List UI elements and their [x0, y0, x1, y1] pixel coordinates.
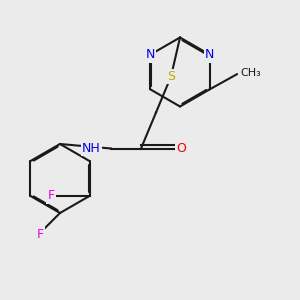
- Text: CH₃: CH₃: [241, 68, 261, 78]
- Text: F: F: [47, 189, 54, 202]
- Text: N: N: [146, 48, 155, 61]
- Text: NH: NH: [82, 142, 100, 155]
- Text: N: N: [205, 48, 214, 61]
- Text: S: S: [167, 70, 175, 83]
- Text: O: O: [177, 142, 186, 155]
- Text: F: F: [37, 227, 44, 241]
